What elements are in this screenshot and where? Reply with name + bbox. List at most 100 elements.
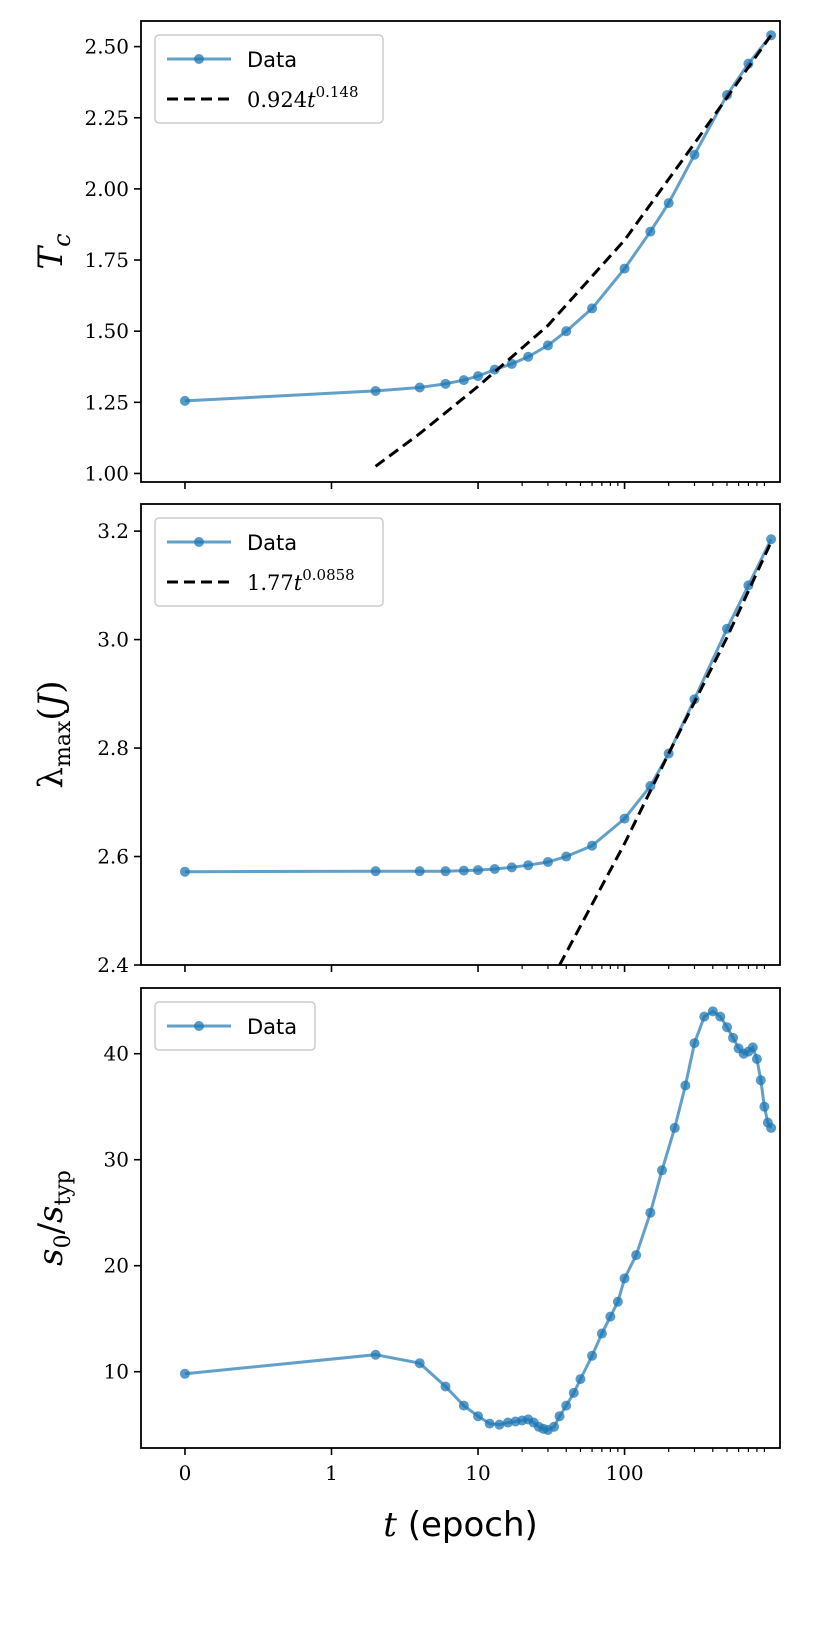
data-point xyxy=(473,371,484,382)
data-line xyxy=(184,1009,773,1432)
y-axis-label: s0/styp xyxy=(31,1170,76,1266)
data-point xyxy=(596,1328,607,1339)
data-point xyxy=(561,1400,572,1411)
legend: Data 1.77t0.0858 xyxy=(154,517,384,607)
data-point xyxy=(370,385,381,396)
legend-box xyxy=(154,517,384,607)
data-point xyxy=(542,340,553,351)
data-point xyxy=(489,364,500,375)
data-point xyxy=(755,1075,766,1086)
ytick-label: 1.75 xyxy=(84,248,129,272)
ytick-label: 20 xyxy=(104,1254,129,1278)
data-point xyxy=(751,1054,762,1065)
ytick-label: 1.50 xyxy=(84,319,129,343)
data-point xyxy=(619,263,630,274)
data-point xyxy=(587,1350,598,1361)
data-point xyxy=(370,1349,381,1360)
data-point xyxy=(568,1387,579,1398)
data-point xyxy=(612,1296,623,1307)
data-point xyxy=(575,1374,586,1385)
ytick-label: 2.8 xyxy=(97,736,129,760)
ytick-label: 10 xyxy=(104,1360,129,1384)
data-point xyxy=(414,866,425,877)
data-point xyxy=(554,1411,565,1422)
legend-data-label: Data xyxy=(247,1015,297,1039)
data-point xyxy=(440,866,451,877)
plot-area xyxy=(179,30,777,468)
ytick-label: 2.50 xyxy=(84,35,129,59)
data-point xyxy=(370,866,381,877)
legend-data-label: Data xyxy=(247,531,297,555)
ytick-label: 30 xyxy=(104,1148,129,1172)
plot-area xyxy=(179,1006,777,1435)
data-point xyxy=(605,1311,616,1322)
data-point xyxy=(502,1417,513,1428)
data-point xyxy=(707,1006,718,1017)
ytick-label: 40 xyxy=(104,1042,129,1066)
data-point xyxy=(561,326,572,337)
data-point xyxy=(715,1011,726,1022)
ytick-label: 3.2 xyxy=(97,519,129,543)
data-point xyxy=(473,1411,484,1422)
data-point xyxy=(663,198,674,209)
legend: Data xyxy=(154,1001,316,1051)
data-point xyxy=(759,1101,770,1112)
data-point xyxy=(587,303,598,314)
y-axis-label: λmax(J) xyxy=(31,680,76,788)
data-point xyxy=(766,534,777,545)
legend-box xyxy=(154,1001,316,1051)
data-point xyxy=(494,1419,505,1430)
panel-1: 1.00 1.25 1.50 1.75 2.00 2.25 2.50 Tc Data 0.924t… xyxy=(31,20,781,489)
data-point xyxy=(631,1250,642,1261)
axes-frame xyxy=(140,20,781,483)
panel-2: 2.4 2.6 2.8 3.0 3.2 λmax(J) Data 1.77t0.0858 xyxy=(31,503,781,977)
legend-data-marker xyxy=(194,537,204,547)
axes-frame xyxy=(140,987,781,1449)
data-point xyxy=(721,1022,732,1033)
data-point xyxy=(619,813,630,824)
ytick-label: 1.00 xyxy=(84,461,129,485)
data-point xyxy=(587,840,598,851)
data-point xyxy=(766,1122,777,1133)
data-point xyxy=(542,856,553,867)
fit-line xyxy=(558,541,773,965)
data-point xyxy=(728,1032,739,1043)
legend-box xyxy=(154,34,384,124)
ytick-label: 2.6 xyxy=(97,845,129,869)
xtick-label: 1 xyxy=(325,1461,338,1485)
data-point xyxy=(506,862,517,873)
data-point xyxy=(414,382,425,393)
legend-data-marker xyxy=(194,54,204,64)
legend-data-marker xyxy=(194,1021,204,1031)
data-point xyxy=(414,1358,425,1369)
data-point xyxy=(549,1421,560,1432)
panel-3: 10 20 30 40 s0/styp Data xyxy=(31,987,781,1455)
x-axis-label: t (epoch) xyxy=(383,1505,538,1545)
data-point xyxy=(458,375,469,386)
ytick-label: 2.4 xyxy=(97,953,129,977)
legend-fit-label: 0.924t0.148 xyxy=(247,83,359,112)
plot-area xyxy=(179,534,777,965)
xtick-label: 10 xyxy=(465,1461,490,1485)
data-point xyxy=(669,1122,680,1133)
data-point xyxy=(645,226,656,237)
xtick-label: 0 xyxy=(179,1461,192,1485)
ytick-label: 2.25 xyxy=(84,106,129,130)
data-point xyxy=(645,1207,656,1218)
data-point xyxy=(458,865,469,876)
legend-data-label: Data xyxy=(247,48,297,72)
data-point xyxy=(619,1273,630,1284)
data-point xyxy=(179,395,190,406)
data-point xyxy=(440,378,451,389)
xtick-label: 100 xyxy=(605,1461,643,1485)
ytick-label: 1.25 xyxy=(84,390,129,414)
axes-frame xyxy=(140,503,781,966)
data-point xyxy=(489,864,500,875)
data-point xyxy=(458,1400,469,1411)
data-point xyxy=(689,1038,700,1049)
ytick-label: 2.00 xyxy=(84,177,129,201)
data-point xyxy=(473,865,484,876)
data-point xyxy=(561,851,572,862)
data-point xyxy=(747,1042,758,1053)
